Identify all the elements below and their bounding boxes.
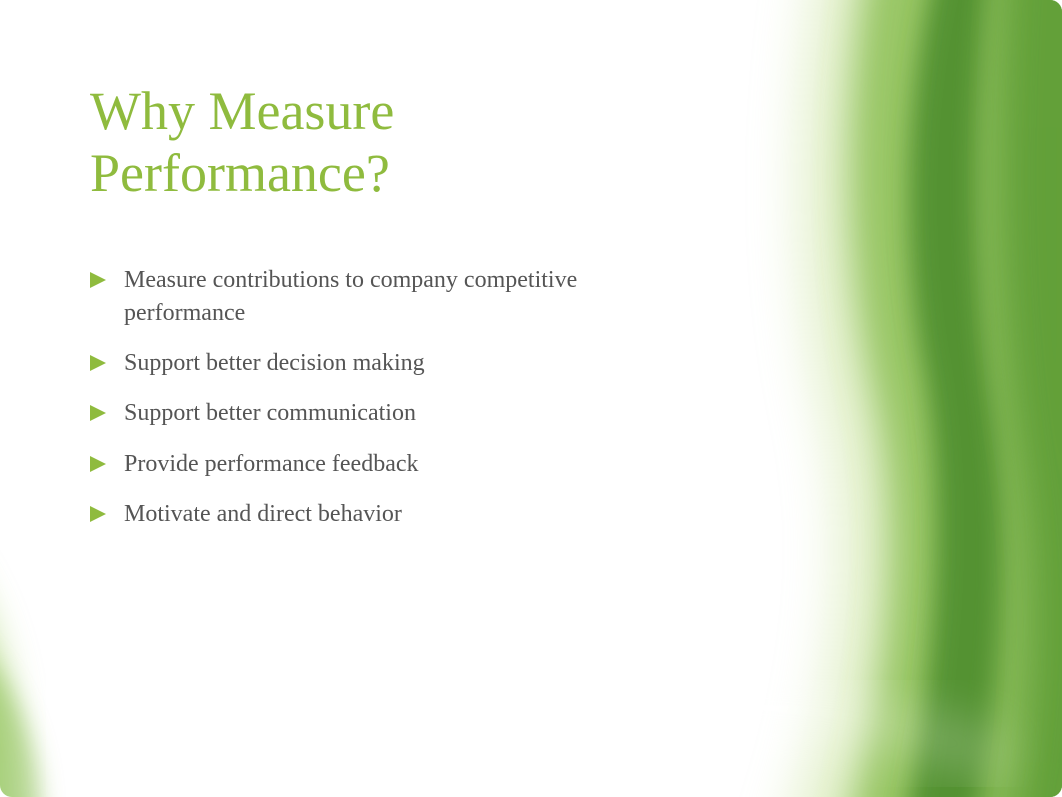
triangle-bullet-icon: [90, 272, 106, 288]
bullet-item: Support better communication: [90, 397, 610, 429]
slide-content: Why Measure Performance? Measure contrib…: [0, 0, 700, 589]
bullet-text: Provide performance feedback: [124, 448, 610, 480]
bullet-item: Measure contributions to company competi…: [90, 264, 610, 329]
bullet-text: Support better decision making: [124, 347, 610, 379]
slide-title: Why Measure Performance?: [90, 80, 610, 204]
bullet-item: Provide performance feedback: [90, 448, 610, 480]
slide: Why Measure Performance? Measure contrib…: [0, 0, 1062, 797]
bullet-list: Measure contributions to company competi…: [90, 264, 610, 530]
triangle-bullet-icon: [90, 456, 106, 472]
bullet-item: Motivate and direct behavior: [90, 498, 610, 530]
bullet-item: Support better decision making: [90, 347, 610, 379]
bullet-text: Measure contributions to company competi…: [124, 264, 610, 329]
triangle-bullet-icon: [90, 506, 106, 522]
bullet-text: Support better communication: [124, 397, 610, 429]
triangle-bullet-icon: [90, 355, 106, 371]
bullet-text: Motivate and direct behavior: [124, 498, 610, 530]
triangle-bullet-icon: [90, 405, 106, 421]
